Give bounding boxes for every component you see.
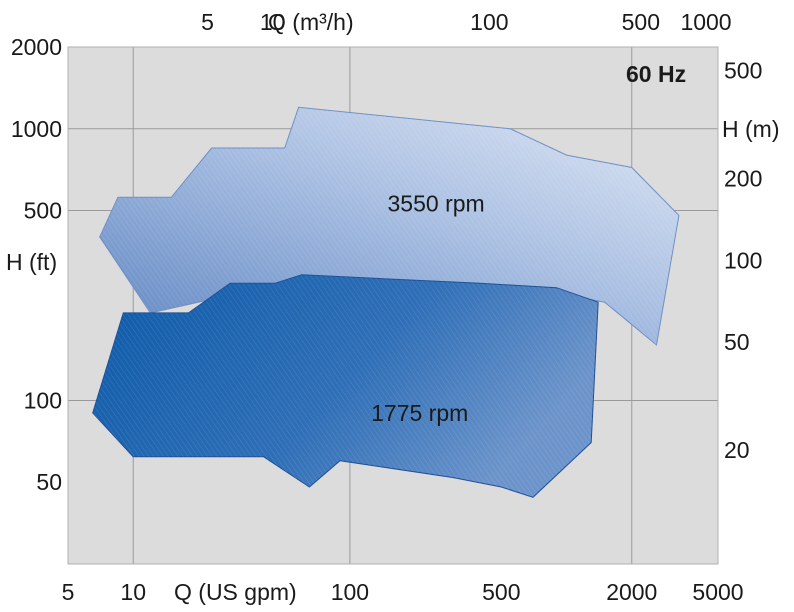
x-bottom-tick-label: 500 bbox=[482, 579, 520, 605]
plot-frame bbox=[67, 46, 719, 565]
x-top-tick-label: 500 bbox=[622, 9, 660, 35]
y-right-tick-label: 500 bbox=[724, 57, 762, 83]
annotation-layer: 3550 rpm 1775 rpm bbox=[371, 191, 485, 426]
x-bottom-tick-label: 10 bbox=[120, 579, 146, 605]
y-left-tick-label: 500 bbox=[24, 198, 62, 224]
y-left-tick-label: 1000 bbox=[11, 116, 62, 142]
x-top-tick-label: 5 bbox=[201, 9, 214, 35]
top-axis-ticks: 5 10 100 500 1000 bbox=[201, 9, 732, 35]
x-top-tick-label: 1000 bbox=[680, 9, 731, 35]
x-bottom-tick-label: 2000 bbox=[606, 579, 657, 605]
y-right-tick-label: 50 bbox=[724, 329, 750, 355]
x-top-label: Q (m³/h) bbox=[268, 9, 354, 35]
x-bottom-tick-label: 5000 bbox=[692, 579, 743, 605]
bottom-axis-ticks: 5 10 100 500 2000 5000 bbox=[62, 579, 744, 605]
y-left-tick-label: 100 bbox=[24, 387, 62, 413]
left-axis-ticks: 50 100 500 1000 2000 bbox=[11, 34, 62, 495]
y-left-tick-label: 2000 bbox=[11, 34, 62, 60]
x-top-tick-label: 100 bbox=[470, 9, 508, 35]
y-right-tick-label: 100 bbox=[724, 247, 762, 273]
series-layer bbox=[92, 106, 680, 498]
y-left-label: H (ft) bbox=[6, 249, 57, 275]
chart-title: 60 Hz bbox=[626, 61, 686, 87]
y-right-tick-label: 20 bbox=[724, 437, 750, 463]
speed-label: 3550 rpm bbox=[388, 191, 485, 217]
y-right-label: H (m) bbox=[722, 116, 779, 142]
x-bottom-label: Q (US gpm) bbox=[174, 579, 297, 605]
x-top-tick-label: 10 bbox=[260, 9, 286, 35]
speed-label: 1775 rpm bbox=[371, 400, 468, 426]
x-bottom-tick-label: 5 bbox=[62, 579, 75, 605]
series-region-1775-rpm-texture bbox=[92, 274, 599, 498]
right-axis-ticks: 20 50 100 200 500 bbox=[724, 57, 762, 463]
y-right-tick-label: 200 bbox=[724, 165, 762, 191]
y-left-tick-label: 50 bbox=[36, 469, 62, 495]
x-bottom-tick-label: 100 bbox=[331, 579, 369, 605]
